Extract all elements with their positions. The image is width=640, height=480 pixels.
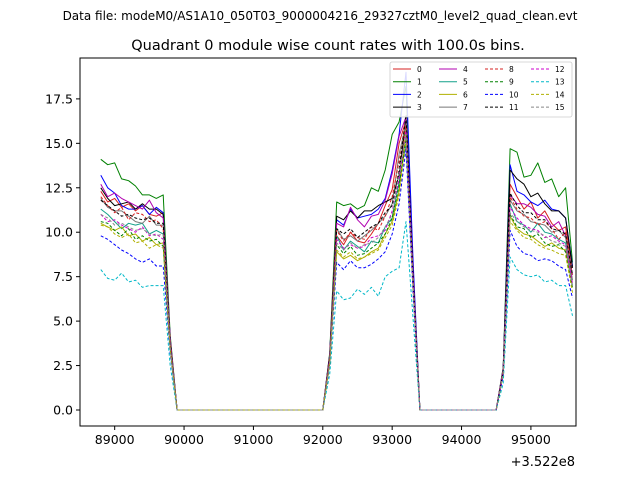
y-tick-label: 2.5 (53, 358, 73, 373)
x-offset-label: +3.522e8 (511, 455, 575, 470)
legend-box (389, 61, 573, 118)
legend-label-5: 5 (463, 78, 468, 87)
legend-label-8: 8 (509, 65, 514, 74)
x-tick-label: 93000 (372, 432, 412, 447)
plot-area (100, 71, 573, 411)
x-tick-label: 91000 (234, 432, 274, 447)
legend-label-15: 15 (555, 103, 565, 112)
axes-frame (79, 57, 577, 427)
series-line-12 (100, 130, 573, 411)
legend-label-3: 3 (417, 103, 422, 112)
y-tick-label: 15.0 (45, 136, 73, 151)
y-tick-label: 17.5 (45, 91, 73, 106)
series-line-4 (100, 116, 573, 411)
x-tick-label: 89000 (95, 432, 135, 447)
series-line-1 (100, 85, 573, 411)
chart-title: Quadrant 0 module wise count rates with … (131, 38, 525, 54)
legend-label-0: 0 (417, 65, 422, 74)
x-tick-label: 92000 (303, 432, 343, 447)
series-line-14 (100, 139, 573, 411)
series-line-3 (100, 119, 573, 411)
legend-label-11: 11 (509, 103, 519, 112)
series-line-10 (100, 148, 573, 411)
y-tick-label: 12.5 (45, 180, 73, 195)
legend-label-12: 12 (555, 65, 565, 74)
x-tick-label: 95000 (511, 432, 551, 447)
x-tick-label: 94000 (442, 432, 482, 447)
y-tick-label: 10.0 (45, 225, 73, 240)
legend-label-9: 9 (509, 78, 514, 87)
y-tick-label: 5.0 (53, 314, 73, 329)
legend-label-1: 1 (417, 78, 422, 87)
series-line-9 (100, 137, 573, 411)
y-tick-label: 0.0 (53, 403, 73, 418)
legend-label-4: 4 (463, 65, 468, 74)
legend-label-7: 7 (463, 103, 468, 112)
legend-label-13: 13 (555, 78, 565, 87)
legend-label-2: 2 (417, 90, 422, 99)
x-tick-label: 90000 (164, 432, 204, 447)
legend-label-14: 14 (555, 90, 565, 99)
series-line-2 (100, 71, 573, 411)
series-line-13 (100, 221, 573, 411)
legend-label-6: 6 (463, 90, 468, 99)
legend-label-10: 10 (509, 90, 519, 99)
series-line-5 (100, 142, 573, 411)
y-tick-label: 7.5 (53, 269, 73, 284)
suptitle: Data file: modeM0/AS1A10_050T03_90000042… (63, 9, 578, 23)
series-line-11 (100, 114, 573, 411)
